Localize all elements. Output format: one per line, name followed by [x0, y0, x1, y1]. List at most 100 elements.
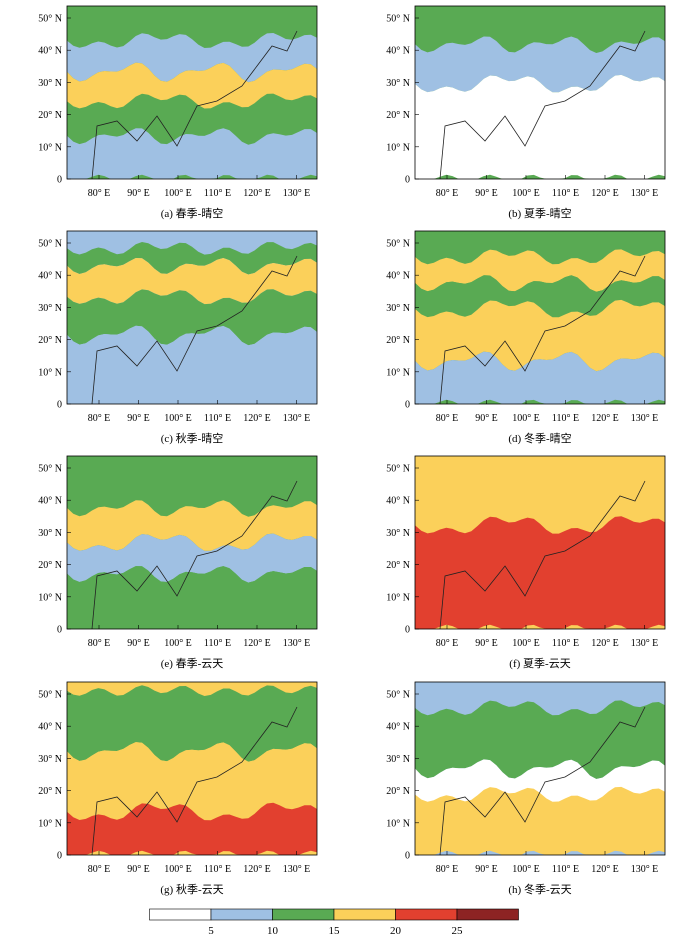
y-tick-label: 0 — [405, 851, 410, 862]
panel-caption: (c) 秋季-晴空 — [160, 433, 224, 445]
x-tick-label: 130° E — [283, 638, 311, 649]
panel-caption: (g) 秋季-云天 — [160, 884, 224, 896]
x-tick-label: 120° E — [591, 413, 619, 424]
x-tick-label: 80° E — [436, 413, 459, 424]
x-tick-label: 110° E — [204, 864, 231, 875]
y-tick-label: 20° N — [38, 560, 62, 571]
value-band — [415, 786, 665, 855]
legend-swatch — [210, 908, 273, 921]
y-tick-label: 30° N — [386, 303, 410, 314]
coastline — [91, 30, 298, 179]
map-plot: 50° N 40° N 30° N 20° N 10° N 0 80° E 90° E 100°… — [386, 230, 666, 424]
y-tick-label: 30° N — [38, 78, 62, 89]
value-band — [67, 93, 317, 145]
coastline — [91, 706, 298, 855]
x-tick-label: 120° E — [243, 864, 271, 875]
y-tick-label: 20° N — [38, 786, 62, 797]
x-tick-label: 90° E — [475, 638, 498, 649]
legend-swatch — [149, 908, 212, 921]
x-tick-label: 110° E — [552, 864, 579, 875]
y-tick-label: 50° N — [386, 239, 410, 250]
value-band — [67, 289, 317, 346]
y-tick-label: 50° N — [386, 464, 410, 475]
color-legend: 5 10 15 20 25 — [149, 908, 519, 938]
panel-caption: (e) 春季-云天 — [160, 658, 224, 670]
value-band — [67, 802, 317, 855]
x-tick-label: 100° E — [512, 413, 540, 424]
map-panel: 50° N 40° N 30° N 20° N 10° N 0 80° E 90° E 100°… — [0, 676, 340, 901]
value-band — [67, 231, 317, 255]
y-tick-label: 50° N — [38, 14, 62, 25]
x-tick-label: 100° E — [512, 864, 540, 875]
x-tick-label: 80° E — [436, 864, 459, 875]
legend-swatch — [333, 908, 396, 921]
y-tick-label: 20° N — [38, 110, 62, 121]
value-band — [415, 36, 665, 93]
y-tick-label: 10° N — [38, 818, 62, 829]
x-tick-label: 120° E — [243, 188, 271, 199]
map-plot: 50° N 40° N 30° N 20° N 10° N 0 80° E 90° E 100°… — [38, 5, 318, 199]
value-band — [67, 566, 317, 629]
y-tick-label: 40° N — [386, 722, 410, 733]
map-plot: 50° N 40° N 30° N 20° N 10° N 0 80° E 90° E 100°… — [38, 230, 318, 424]
x-tick-label: 130° E — [631, 413, 659, 424]
y-tick-label: 50° N — [38, 690, 62, 701]
x-tick-label: 110° E — [552, 413, 579, 424]
x-tick-label: 80° E — [88, 413, 111, 424]
x-tick-label: 130° E — [283, 413, 311, 424]
y-tick-label: 10° N — [386, 818, 410, 829]
y-tick-label: 50° N — [386, 690, 410, 701]
panel-caption: (h) 冬季-云天 — [508, 884, 572, 896]
y-tick-label: 0 — [405, 625, 410, 636]
legend-label: 15 — [329, 925, 341, 937]
y-tick-label: 40° N — [386, 271, 410, 282]
value-band — [415, 74, 665, 179]
x-tick-label: 130° E — [631, 864, 659, 875]
x-tick-label: 90° E — [127, 413, 150, 424]
x-tick-label: 130° E — [283, 188, 311, 199]
value-band — [415, 351, 665, 404]
x-tick-label: 90° E — [127, 864, 150, 875]
value-band — [415, 299, 665, 372]
y-tick-label: 0 — [57, 175, 62, 186]
x-tick-label: 110° E — [204, 188, 231, 199]
map-panel: 50° N 40° N 30° N 20° N 10° N 0 80° E 90° E 100°… — [0, 0, 340, 225]
x-tick-label: 120° E — [243, 638, 271, 649]
value-band — [415, 700, 665, 779]
y-tick-label: 10° N — [38, 592, 62, 603]
y-tick-label: 40° N — [38, 496, 62, 507]
panel-caption: (d) 冬季-晴空 — [508, 433, 572, 445]
value-band — [67, 128, 317, 179]
y-tick-label: 10° N — [386, 367, 410, 378]
x-tick-label: 80° E — [88, 188, 111, 199]
x-tick-label: 100° E — [164, 188, 192, 199]
y-tick-label: 10° N — [38, 367, 62, 378]
value-band — [67, 258, 317, 305]
x-tick-label: 120° E — [591, 638, 619, 649]
coastline — [439, 480, 646, 629]
map-plot: 50° N 40° N 30° N 20° N 10° N 0 80° E 90° E 100°… — [38, 681, 318, 875]
y-tick-label: 10° N — [386, 592, 410, 603]
map-panel: 50° N 40° N 30° N 20° N 10° N 0 80° E 90° E 100°… — [348, 450, 688, 675]
x-tick-label: 90° E — [127, 188, 150, 199]
map-panel: 50° N 40° N 30° N 20° N 10° N 0 80° E 90° E 100°… — [0, 225, 340, 450]
coastline — [91, 480, 298, 629]
value-band — [415, 6, 665, 53]
value-band — [67, 685, 317, 762]
map-plot: 50° N 40° N 30° N 20° N 10° N 0 80° E 90° E 100°… — [386, 681, 666, 875]
y-tick-label: 30° N — [386, 78, 410, 89]
legend-bar: 5 10 15 20 25 — [149, 908, 519, 937]
y-tick-label: 40° N — [38, 46, 62, 57]
y-tick-label: 30° N — [386, 528, 410, 539]
map-plot: 50° N 40° N 30° N 20° N 10° N 0 80° E 90° E 100°… — [38, 455, 318, 649]
x-tick-label: 80° E — [88, 864, 111, 875]
y-tick-label: 30° N — [38, 528, 62, 539]
x-tick-label: 90° E — [127, 638, 150, 649]
legend-label: 10 — [267, 925, 279, 937]
x-tick-label: 80° E — [436, 188, 459, 199]
y-tick-label: 40° N — [386, 46, 410, 57]
value-band — [67, 742, 317, 821]
panel-caption: (b) 夏季-晴空 — [508, 208, 572, 220]
y-tick-label: 10° N — [386, 142, 410, 153]
value-band — [67, 6, 317, 48]
